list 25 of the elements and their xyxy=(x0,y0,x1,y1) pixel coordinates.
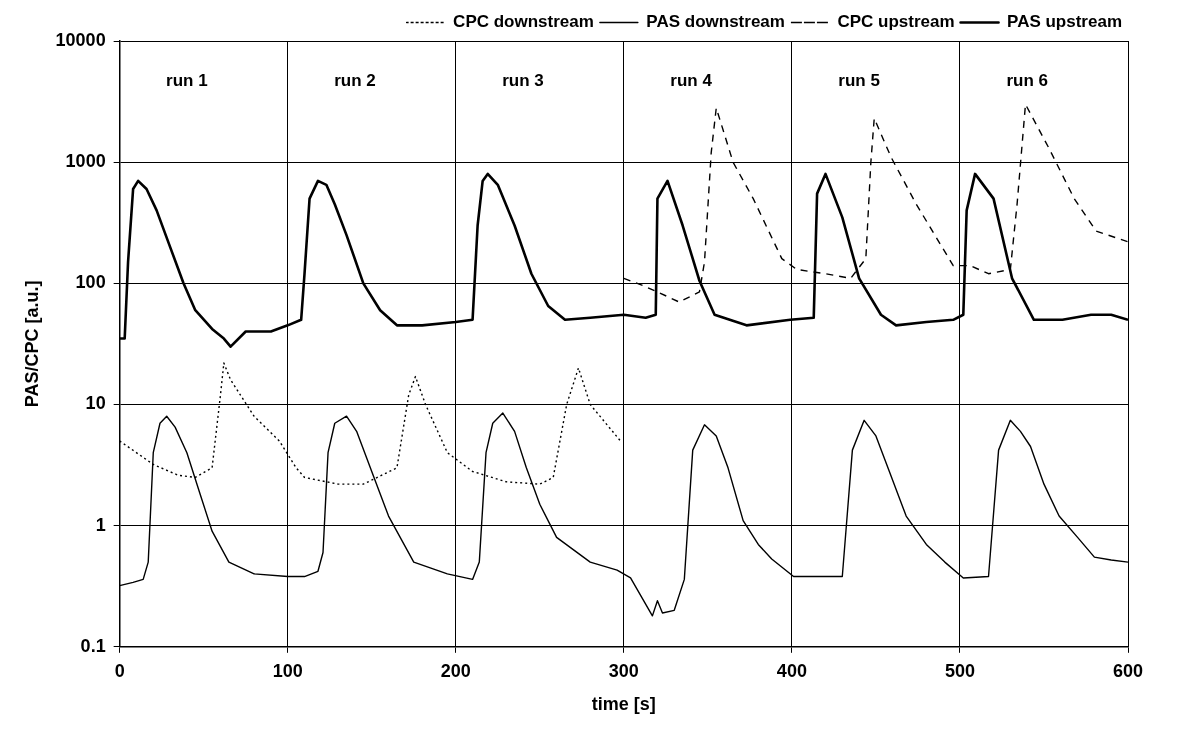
x-tick-label: 300 xyxy=(608,660,639,681)
x-tick-label: 0 xyxy=(114,660,125,681)
y-tick-label: 10000 xyxy=(55,29,106,50)
annotation: run 6 xyxy=(1006,70,1048,90)
annotation: run 2 xyxy=(334,70,376,90)
y-tick-label: 1 xyxy=(95,514,106,535)
y-axis-title: PAS/CPC [a.u.] xyxy=(21,280,42,408)
y-tick-label: 1000 xyxy=(65,151,106,172)
annotation: run 5 xyxy=(838,70,880,90)
y-tick-label: 100 xyxy=(75,272,106,293)
legend-label: CPC upstream xyxy=(837,12,955,32)
x-tick-label: 400 xyxy=(776,660,807,681)
x-axis-title: time [s] xyxy=(591,694,656,715)
annotation: run 4 xyxy=(670,70,713,90)
annotation: run 1 xyxy=(166,70,208,90)
x-tick-label: 500 xyxy=(944,660,975,681)
x-tick-label: 600 xyxy=(1112,660,1144,681)
annotation: run 3 xyxy=(502,70,544,90)
y-tick-label: 0.1 xyxy=(80,635,106,656)
x-tick-label: 200 xyxy=(440,660,471,681)
x-tick-label: 100 xyxy=(272,660,303,681)
y-tick-label: 10 xyxy=(85,393,106,414)
legend-label: PAS upstream xyxy=(1007,12,1123,32)
legend-label: PAS downstream xyxy=(646,12,785,32)
legend-label: CPC downstream xyxy=(453,12,594,32)
